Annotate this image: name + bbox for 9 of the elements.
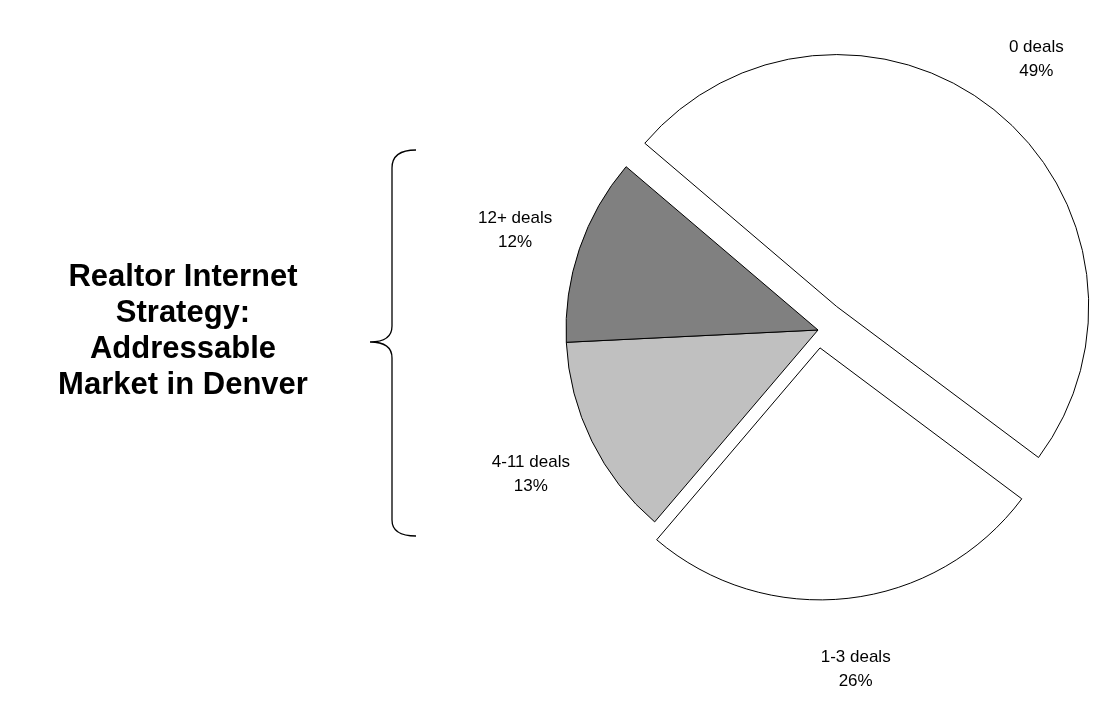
data-label: 26% bbox=[838, 670, 873, 690]
data-label: 13% bbox=[513, 476, 548, 496]
text: Realtor Internet Strategy: Addressable Market in Denver bbox=[58, 258, 308, 401]
data-label: 12% bbox=[498, 231, 533, 251]
slice-label: 12+ deals bbox=[477, 207, 553, 227]
data-label: 49% bbox=[1019, 61, 1054, 81]
slice-label: 4-11 deals bbox=[491, 452, 570, 472]
slice-label: 0 deals bbox=[1008, 37, 1064, 57]
slice-label: 1-3 deals bbox=[820, 646, 891, 666]
